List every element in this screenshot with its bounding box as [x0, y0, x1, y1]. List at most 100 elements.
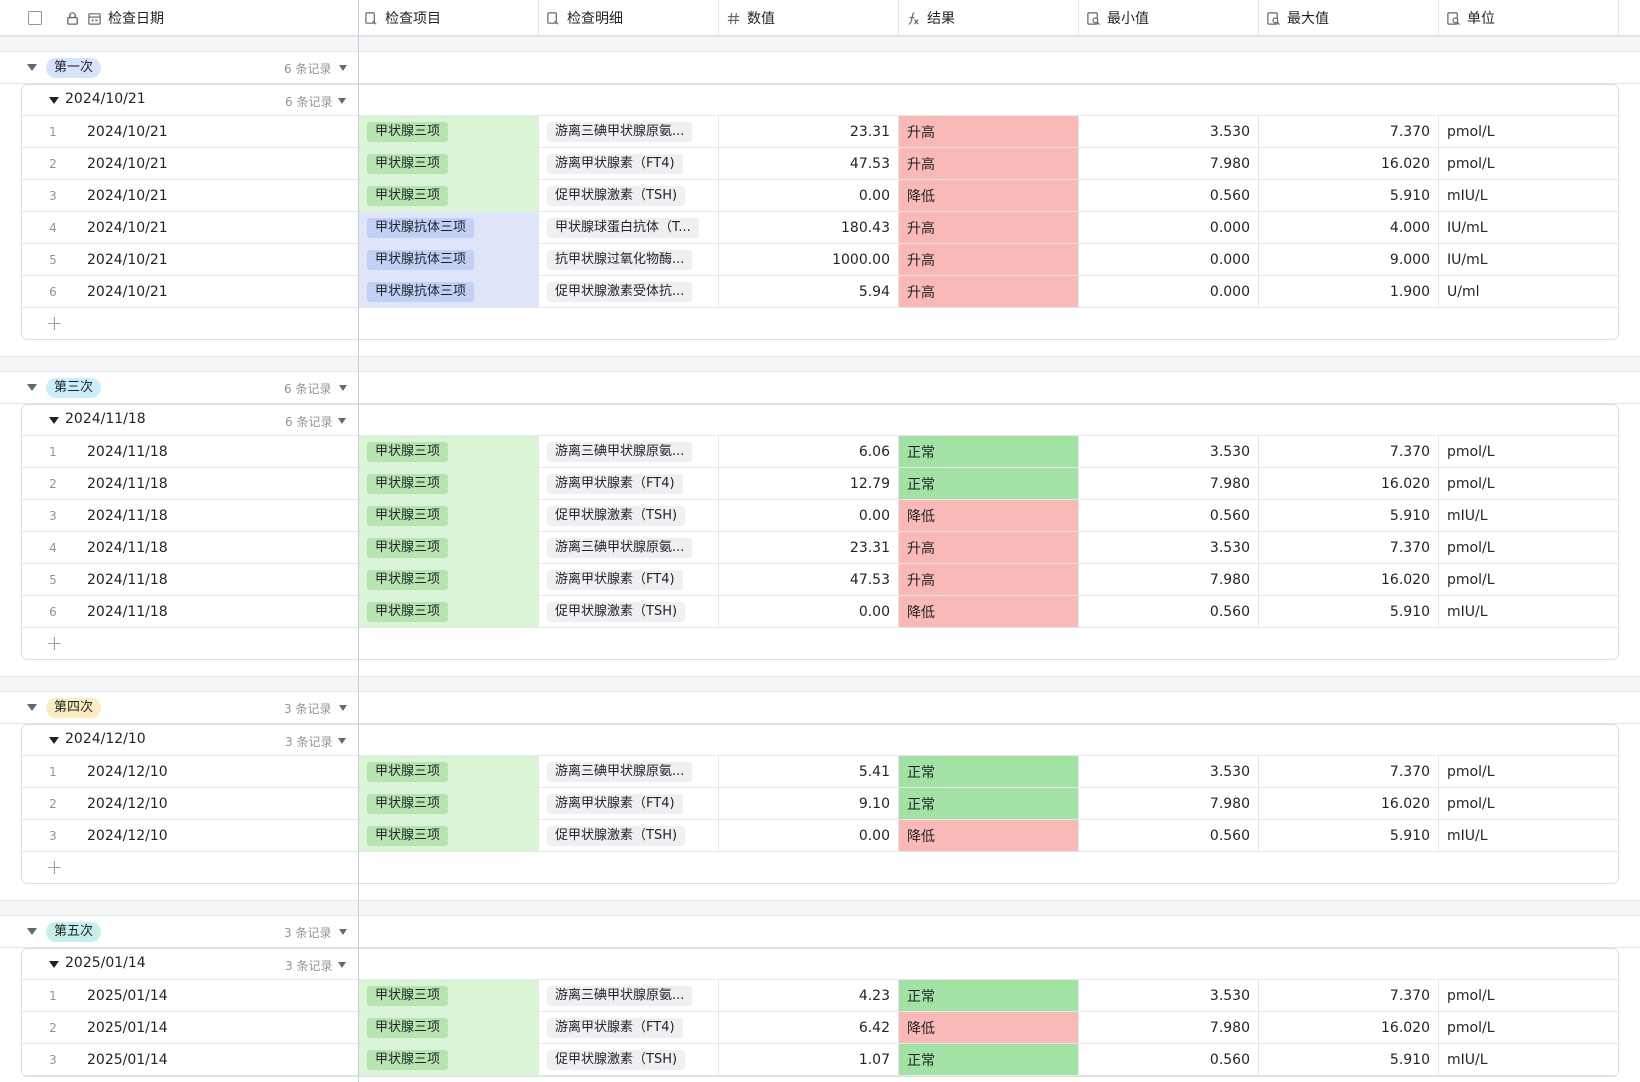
cell-min[interactable]: 7.980 — [1079, 148, 1259, 179]
cell-result[interactable]: 升高 — [899, 116, 1079, 147]
cell-unit[interactable]: pmol/L — [1447, 571, 1495, 588]
cell-value[interactable]: 0.00 — [719, 180, 899, 211]
column-header-max[interactable]: 最大值 — [1259, 0, 1439, 36]
cell-date[interactable]: 2024/12/10 — [84, 756, 359, 787]
cell-detail[interactable]: 游离三碘甲状腺原氨... — [539, 532, 719, 563]
table-row[interactable]: 4 2024/10/21 甲状腺抗体三项 甲状腺球蛋白抗体（T... 180.43 升高 0… — [22, 212, 1618, 244]
cell-unit[interactable]: IU/mL — [1447, 251, 1488, 268]
cell-detail[interactable]: 游离三碘甲状腺原氨... — [539, 436, 719, 467]
cell-detail[interactable]: 游离甲状腺素（FT4) — [539, 564, 719, 595]
cell-max[interactable]: 5.910 — [1259, 820, 1439, 851]
column-header-item[interactable]: 检查项目 — [359, 0, 539, 36]
cell-value[interactable]: 6.06 — [719, 436, 899, 467]
cell-min[interactable]: 0.560 — [1079, 180, 1259, 211]
cell-date[interactable]: 2024/11/18 — [84, 564, 359, 595]
cell-date[interactable]: 2024/11/18 — [84, 532, 359, 563]
cell-value[interactable]: 1000.00 — [719, 244, 899, 275]
cell-value[interactable]: 4.23 — [719, 980, 899, 1011]
cell-result[interactable]: 正常 — [899, 980, 1079, 1011]
cell-min[interactable]: 0.000 — [1079, 212, 1259, 243]
cell-result[interactable]: 正常 — [899, 756, 1079, 787]
subgroup-header[interactable]: 2024/12/10 3 条记录 — [22, 725, 1618, 756]
cell-result[interactable]: 降低 — [899, 596, 1079, 627]
cell-item[interactable]: 甲状腺三项 — [359, 980, 539, 1011]
cell-item[interactable]: 甲状腺三项 — [359, 756, 539, 787]
plus-icon[interactable]: + — [46, 855, 63, 879]
cell-detail[interactable]: 游离三碘甲状腺原氨... — [539, 980, 719, 1011]
select-all-checkbox[interactable] — [28, 11, 42, 25]
cell-date[interactable]: 2024/11/18 — [84, 500, 359, 531]
group-header[interactable]: 第三次 6 条记录 — [0, 372, 1640, 404]
table-row[interactable]: 2 2025/01/14 甲状腺三项 游离甲状腺素（FT4) 6.42 降低 7.980 16… — [22, 1012, 1618, 1044]
cell-min[interactable]: 0.560 — [1079, 596, 1259, 627]
cell-max[interactable]: 16.020 — [1259, 1012, 1439, 1043]
cell-unit[interactable]: mIU/L — [1447, 1051, 1488, 1068]
cell-max[interactable]: 5.910 — [1259, 180, 1439, 211]
table-row[interactable]: 3 2024/11/18 甲状腺三项 促甲状腺激素（TSH) 0.00 降低 0.560 5.… — [22, 500, 1618, 532]
cell-min[interactable]: 0.560 — [1079, 1044, 1259, 1075]
cell-item[interactable]: 甲状腺三项 — [359, 436, 539, 467]
collapse-caret-icon[interactable] — [49, 417, 59, 424]
cell-max[interactable]: 4.000 — [1259, 212, 1439, 243]
cell-unit[interactable]: pmol/L — [1447, 475, 1495, 492]
cell-min[interactable]: 0.560 — [1079, 820, 1259, 851]
cell-max[interactable]: 5.910 — [1259, 500, 1439, 531]
cell-value[interactable]: 23.31 — [719, 116, 899, 147]
table-row[interactable]: 3 2024/12/10 甲状腺三项 促甲状腺激素（TSH) 0.00 降低 0.560 5.… — [22, 820, 1618, 852]
cell-unit[interactable]: pmol/L — [1447, 987, 1495, 1004]
collapse-caret-icon[interactable] — [27, 64, 37, 71]
cell-item[interactable]: 甲状腺抗体三项 — [359, 212, 539, 243]
cell-value[interactable]: 0.00 — [719, 820, 899, 851]
collapse-caret-icon[interactable] — [49, 737, 59, 744]
cell-result[interactable]: 降低 — [899, 1012, 1079, 1043]
cell-item[interactable]: 甲状腺三项 — [359, 1044, 539, 1075]
cell-min[interactable]: 3.530 — [1079, 980, 1259, 1011]
collapse-caret-icon[interactable] — [27, 704, 37, 711]
collapse-caret-icon[interactable] — [27, 384, 37, 391]
cell-date[interactable]: 2024/10/21 — [84, 212, 359, 243]
cell-result[interactable]: 正常 — [899, 436, 1079, 467]
cell-date[interactable]: 2024/10/21 — [84, 148, 359, 179]
cell-min[interactable]: 3.530 — [1079, 436, 1259, 467]
cell-date[interactable]: 2024/11/18 — [84, 468, 359, 499]
add-record-row[interactable]: + — [22, 628, 1618, 659]
cell-min[interactable]: 3.530 — [1079, 532, 1259, 563]
cell-min[interactable]: 7.980 — [1079, 1012, 1259, 1043]
cell-max[interactable]: 5.910 — [1259, 596, 1439, 627]
cell-result[interactable]: 降低 — [899, 500, 1079, 531]
column-header-date[interactable]: 检查日期 — [64, 0, 358, 36]
cell-result[interactable]: 降低 — [899, 180, 1079, 211]
cell-value[interactable]: 23.31 — [719, 532, 899, 563]
cell-max[interactable]: 7.370 — [1259, 116, 1439, 147]
cell-result[interactable]: 降低 — [899, 820, 1079, 851]
group-header[interactable]: 第一次 6 条记录 — [0, 52, 1640, 84]
cell-min[interactable]: 3.530 — [1079, 756, 1259, 787]
cell-item[interactable]: 甲状腺三项 — [359, 596, 539, 627]
group-header[interactable]: 第五次 3 条记录 — [0, 916, 1640, 948]
cell-date[interactable]: 2024/11/18 — [84, 436, 359, 467]
cell-unit[interactable]: pmol/L — [1447, 443, 1495, 460]
column-header-result[interactable]: 结果 — [899, 0, 1079, 36]
cell-detail[interactable]: 抗甲状腺过氧化物酶... — [539, 244, 719, 275]
cell-value[interactable]: 47.53 — [719, 148, 899, 179]
cell-value[interactable]: 12.79 — [719, 468, 899, 499]
plus-icon[interactable]: + — [46, 631, 63, 655]
cell-min[interactable]: 3.530 — [1079, 116, 1259, 147]
cell-value[interactable]: 6.42 — [719, 1012, 899, 1043]
cell-value[interactable]: 0.00 — [719, 596, 899, 627]
cell-item[interactable]: 甲状腺三项 — [359, 820, 539, 851]
cell-unit[interactable]: pmol/L — [1447, 763, 1495, 780]
cell-max[interactable]: 9.000 — [1259, 244, 1439, 275]
cell-detail[interactable]: 促甲状腺激素（TSH) — [539, 1044, 719, 1075]
cell-item[interactable]: 甲状腺抗体三项 — [359, 276, 539, 307]
cell-result[interactable]: 升高 — [899, 276, 1079, 307]
table-row[interactable]: 1 2024/10/21 甲状腺三项 游离三碘甲状腺原氨... 23.31 升高 3.530… — [22, 116, 1618, 148]
cell-detail[interactable]: 游离甲状腺素（FT4) — [539, 468, 719, 499]
plus-icon[interactable]: + — [46, 311, 63, 335]
cell-max[interactable]: 16.020 — [1259, 468, 1439, 499]
chevron-down-icon[interactable] — [339, 65, 347, 71]
cell-detail[interactable]: 促甲状腺激素（TSH) — [539, 180, 719, 211]
cell-detail[interactable]: 促甲状腺激素受体抗... — [539, 276, 719, 307]
cell-item[interactable]: 甲状腺三项 — [359, 468, 539, 499]
table-row[interactable]: 6 2024/11/18 甲状腺三项 促甲状腺激素（TSH) 0.00 降低 0.560 5.… — [22, 596, 1618, 628]
